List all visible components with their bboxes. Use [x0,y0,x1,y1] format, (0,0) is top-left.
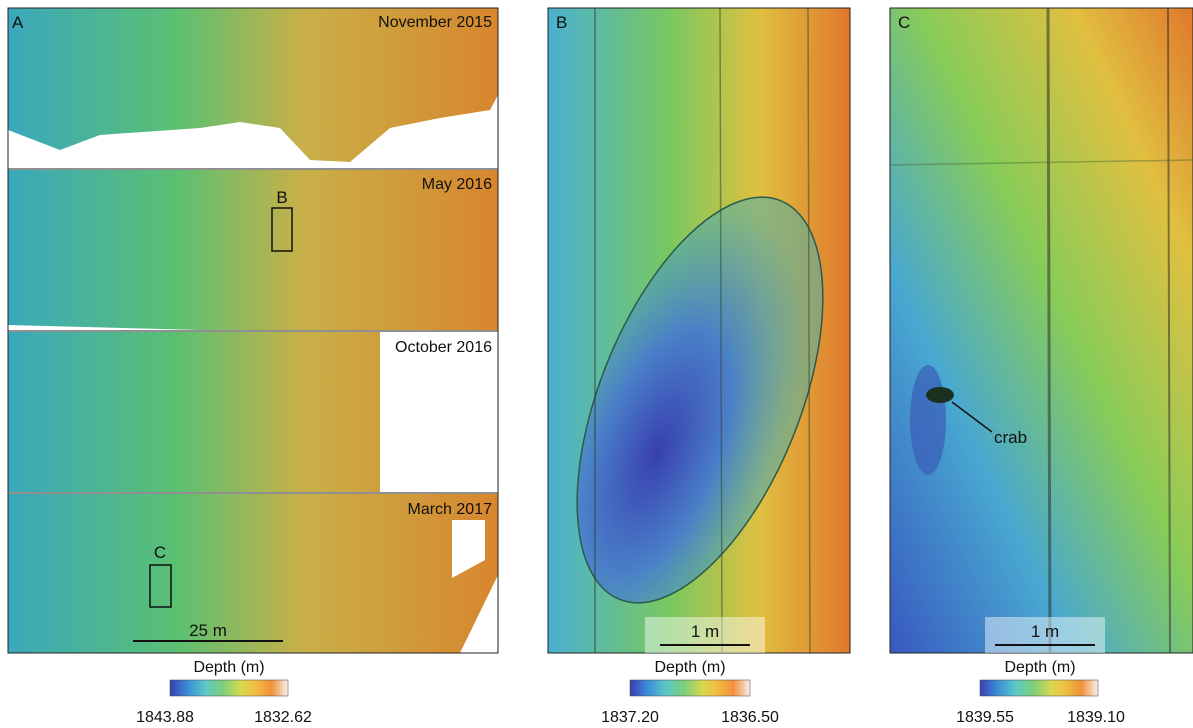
box-label: B [276,188,287,207]
panel-c: crab C 1 m Depth (m) 1839.55 1839.10 [890,8,1193,726]
colorbar-min: 1843.88 [136,709,194,726]
colorbar [980,680,1098,696]
colorbar-title: Depth (m) [1004,659,1075,676]
scale-label: 1 m [1031,622,1059,641]
panel-label: A [12,13,24,32]
colorbar-max: 1836.50 [721,709,779,726]
colorbar [170,680,288,696]
no-data [380,332,498,492]
crab-mark [926,387,954,403]
date-label: May 2016 [422,176,492,193]
colorbar-max: 1839.10 [1067,709,1125,726]
colorbar-min: 1837.20 [601,709,659,726]
date-label: October 2016 [395,339,492,356]
map [8,170,498,330]
scale-label: 25 m [189,621,227,640]
date-label: November 2015 [378,14,492,31]
panel-a: A November 2015 May 2016 October 2016 Ma… [8,8,498,726]
colorbar-max: 1832.62 [254,709,312,726]
box-label: C [154,543,166,562]
track [1048,8,1050,653]
map [890,8,1193,653]
panel-label: C [898,13,910,32]
pit [910,365,946,475]
panel-label: B [556,13,567,32]
panel-b: B 1 m Depth (m) 1837.20 1836.50 [527,8,874,726]
colorbar-title: Depth (m) [654,659,725,676]
date-label: March 2017 [408,501,493,518]
annotation: crab [994,428,1027,447]
figure: A November 2015 May 2016 October 2016 Ma… [0,0,1193,728]
colorbar [630,680,750,696]
scale-label: 1 m [691,622,719,641]
colorbar-min: 1839.55 [956,709,1014,726]
colorbar-title: Depth (m) [193,659,264,676]
